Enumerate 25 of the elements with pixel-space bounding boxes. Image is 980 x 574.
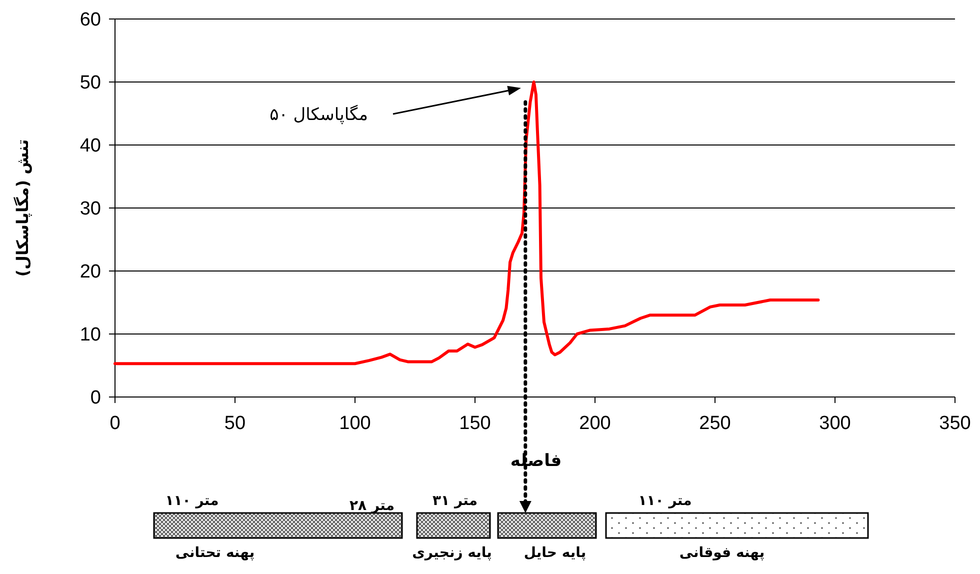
y-tick-label: 50: [80, 72, 101, 94]
text: پهنه تحتانی: [175, 545, 255, 561]
y-tick-label: 10: [80, 324, 101, 346]
y-axis-title: تنش (مگاپاسکال): [13, 139, 32, 277]
text: پایه زنجیری: [412, 545, 492, 561]
text: ۱۱۰ متر: [638, 493, 692, 509]
x-tick-label: 50: [224, 413, 246, 434]
text: پهنه فوقانی: [679, 545, 765, 561]
annotation: ۵۰ مگاپاسکال: [270, 104, 368, 125]
y-tick-label: 60: [80, 10, 101, 31]
y-tick-label: 20: [80, 262, 101, 283]
text: ۱۱۰ متر: [165, 493, 219, 509]
x-tick-label: 150: [459, 413, 491, 434]
y-tick-label: 40: [80, 136, 101, 157]
x-tick-label: 350: [939, 413, 971, 434]
x-tick-label: 0: [110, 413, 120, 434]
x-tick-label: 250: [699, 413, 731, 434]
y-tick-label: 30: [80, 198, 101, 220]
y-tick-label: 0: [90, 388, 101, 409]
x-tick-label: 300: [819, 413, 851, 434]
text: پایه حایل: [524, 545, 586, 561]
x-tick-label: 200: [579, 413, 611, 434]
text: ۳۱ متر: [432, 493, 478, 509]
x-tick-label: 100: [339, 413, 371, 434]
line-series: [114, 80, 820, 366]
